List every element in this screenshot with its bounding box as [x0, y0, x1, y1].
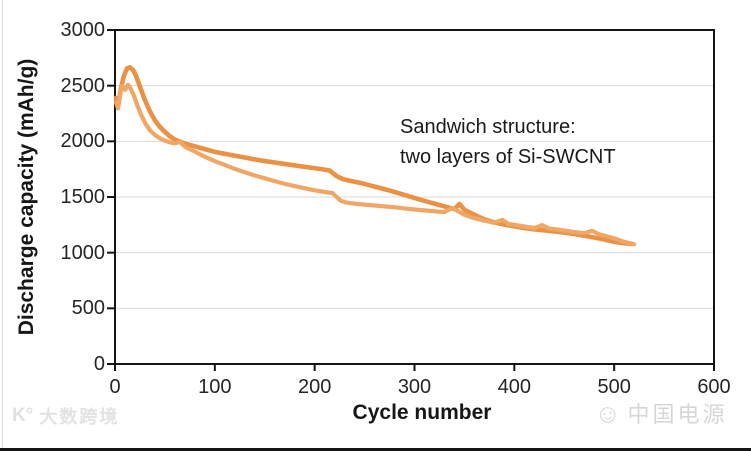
y-tick-label: 500	[71, 297, 105, 320]
y-tick-label: 2000	[60, 130, 106, 153]
x-tick-label: 400	[497, 376, 532, 398]
watermark-left: K° 大数跨境	[12, 403, 119, 429]
y-tick-label: 2500	[60, 74, 106, 97]
watermark-left-text: 大数跨境	[39, 407, 120, 427]
annotation-line-1: Sandwich structure:	[400, 116, 576, 138]
y-tick-label: 1500	[60, 186, 106, 208]
image-bottom-border	[0, 448, 751, 451]
y-tick-label: 1000	[60, 241, 106, 264]
image-left-edge	[2, 0, 3, 449]
x-tick-label: 500	[597, 376, 631, 398]
y-tick-label: 3000	[60, 19, 106, 41]
x-tick-label: 600	[697, 376, 731, 398]
x-tick-label: 200	[297, 376, 332, 398]
annotation: Sandwich structure: two layers of Si-SWC…	[400, 112, 616, 172]
watermark-right: ☺ 中国电源	[591, 395, 728, 431]
x-tick-label: 0	[109, 376, 121, 398]
watermark-left-logo-icon: K°	[12, 405, 34, 426]
si-swcnt-sandwich-trace-2	[113, 82, 637, 247]
x-tick-label: 100	[198, 376, 232, 398]
x-tick-label: 300	[397, 376, 432, 398]
smiley-face-icon: ☺	[591, 395, 627, 431]
x-axis-title: Cycle number	[352, 401, 492, 424]
watermark-right-text: 中国电源	[627, 402, 728, 427]
annotation-line-2: two layers of Si-SWCNT	[400, 146, 616, 168]
y-tick-label: 0	[93, 353, 105, 375]
